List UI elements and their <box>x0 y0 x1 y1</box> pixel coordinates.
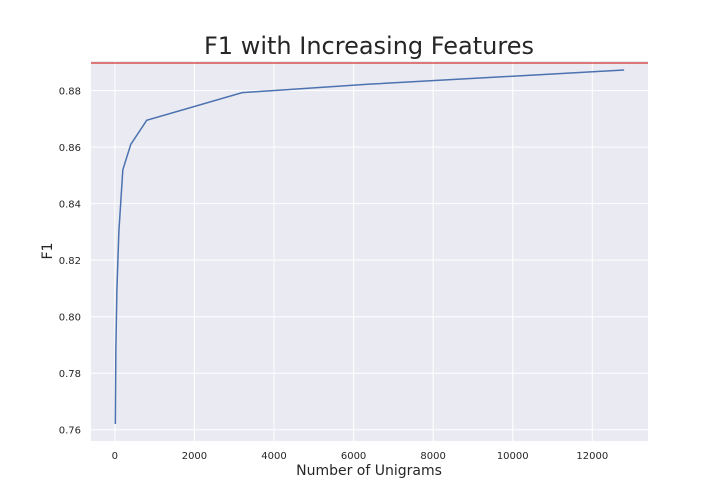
x-tick-label: 10000 <box>497 451 529 462</box>
x-tick-label: 2000 <box>182 451 207 462</box>
plot-background <box>91 61 648 441</box>
x-tick-label: 8000 <box>420 451 445 462</box>
y-tick-label: 0.78 <box>59 369 81 380</box>
x-tick-label: 12000 <box>576 451 608 462</box>
x-axis-ticks: 0 2000 4000 6000 8000 10000 12000 <box>112 451 609 462</box>
y-axis-ticks: 0.76 0.78 0.80 0.82 0.84 0.86 0.88 <box>59 87 81 437</box>
y-tick-label: 0.88 <box>59 87 81 98</box>
y-tick-label: 0.82 <box>59 256 81 267</box>
series-line <box>114 69 625 425</box>
x-tick-label: 6000 <box>341 451 366 462</box>
x-axis-label: Number of Unigrams <box>296 463 442 479</box>
x-tick-label: 4000 <box>261 451 286 462</box>
grid <box>91 61 648 441</box>
y-tick-label: 0.84 <box>59 200 81 211</box>
y-axis-label: F1 <box>40 243 56 260</box>
y-tick-label: 0.80 <box>59 313 81 324</box>
chart-title: F1 with Increasing Features <box>204 32 534 60</box>
x-tick-label: 0 <box>112 451 118 462</box>
y-tick-label: 0.86 <box>59 143 81 154</box>
y-tick-label: 0.76 <box>59 426 81 437</box>
